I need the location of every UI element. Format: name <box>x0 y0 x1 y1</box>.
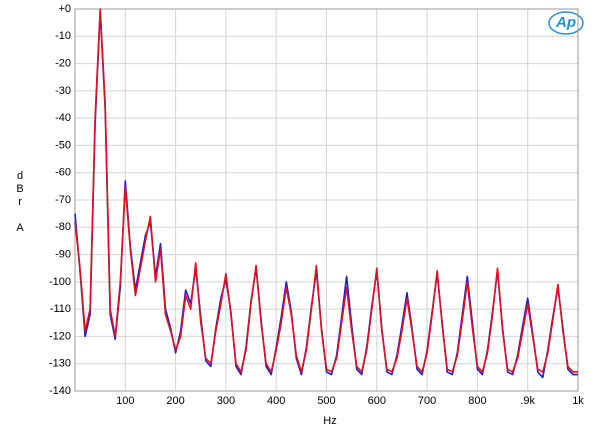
x-tick-label: 200 <box>166 395 184 407</box>
x-tick-label: 300 <box>217 395 235 407</box>
y-tick-label: -110 <box>50 303 71 315</box>
x-tick-label: 100 <box>116 395 134 407</box>
series-line <box>74 8 578 373</box>
y-tick-label: -130 <box>49 358 71 370</box>
y-tick-label: -50 <box>55 139 71 151</box>
y-tick-label: -40 <box>55 112 71 124</box>
x-tick-label: 700 <box>418 395 436 407</box>
y-tick-label: +0 <box>58 3 71 15</box>
y-tick-label: -10 <box>55 30 71 42</box>
logo-text: Ap <box>555 14 576 31</box>
y-tick-label: -60 <box>55 167 71 179</box>
logo: Ap <box>548 11 584 35</box>
y-tick-label: -90 <box>55 248 71 260</box>
y-axis-label: dBr A <box>14 170 26 235</box>
x-tick-label: .9k <box>520 395 535 407</box>
y-tick-label: -100 <box>49 276 71 288</box>
x-tick-label: 500 <box>317 395 335 407</box>
x-axis-label: Hz <box>323 415 336 427</box>
x-tick-label: 800 <box>468 395 486 407</box>
y-tick-label: -140 <box>49 385 71 397</box>
y-tick-label: -30 <box>55 85 71 97</box>
x-tick-label: 1k <box>572 395 584 407</box>
y-tick-label: -70 <box>55 194 71 206</box>
y-tick-label: -120 <box>49 330 71 342</box>
x-tick-label: 400 <box>267 395 285 407</box>
x-tick-label: 600 <box>368 395 386 407</box>
logo-ring <box>548 11 584 35</box>
y-tick-label: -20 <box>55 57 71 69</box>
y-tick-label: -80 <box>55 221 71 233</box>
plot-frame <box>74 8 579 392</box>
